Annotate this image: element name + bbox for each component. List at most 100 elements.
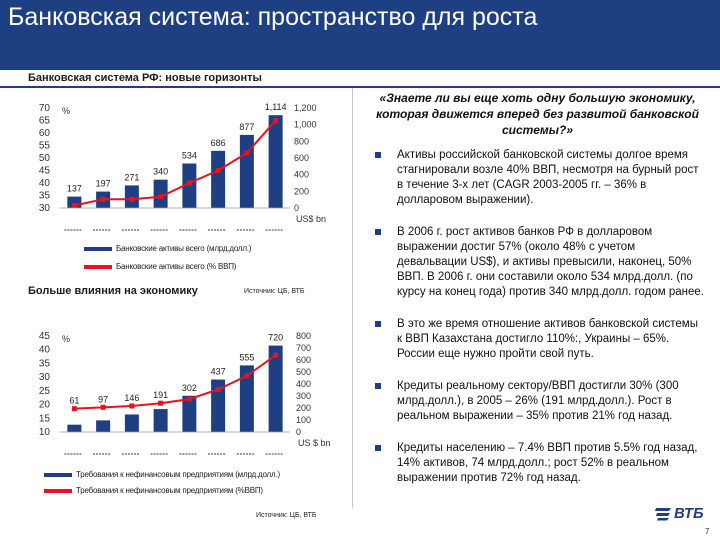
bullet-text: Кредиты реальному сектору/ВВП достигли 3… bbox=[397, 380, 679, 422]
chart-bar bbox=[211, 379, 226, 432]
data-label: 197 bbox=[96, 179, 111, 189]
chart-bar bbox=[124, 414, 139, 432]
chart-bar bbox=[182, 395, 197, 432]
right-axis-tick: 800 bbox=[294, 136, 309, 146]
right-axis-tick: 700 bbox=[296, 343, 311, 353]
data-label: 534 bbox=[182, 151, 197, 161]
left-axis-tick: 55 bbox=[39, 141, 51, 152]
right-axis-tick: 400 bbox=[296, 379, 311, 389]
chart-bar bbox=[211, 150, 226, 208]
chart-line-point bbox=[273, 352, 279, 358]
data-label: 720 bbox=[268, 333, 283, 343]
chart-line bbox=[74, 119, 277, 207]
left-axis-tick: 70 bbox=[39, 103, 51, 114]
left-axis-label: % bbox=[62, 106, 70, 116]
legend-label-bar-assets: Банковские активы всего (млрд.долл.) bbox=[116, 244, 252, 253]
left-axis-tick: 30 bbox=[39, 203, 51, 214]
bullet-marker bbox=[375, 445, 381, 451]
quote: «Знаете ли вы еще хоть одну большую экон… bbox=[376, 91, 699, 137]
left-axis-tick: 15 bbox=[39, 413, 51, 424]
header-divider bbox=[0, 86, 720, 88]
chart-line-point bbox=[158, 194, 164, 200]
data-label: 97 bbox=[98, 394, 108, 404]
chart-bar bbox=[268, 115, 283, 208]
data-label: 61 bbox=[69, 396, 79, 406]
legend-swatch-line-assets bbox=[84, 265, 112, 269]
left-axis-tick: 25 bbox=[39, 386, 51, 397]
chart-bar bbox=[239, 134, 254, 208]
data-label: 146 bbox=[124, 393, 139, 403]
legend-label-line-claims: Требования к нефинансовым предприятиям (… bbox=[76, 486, 263, 495]
data-label: 302 bbox=[182, 383, 197, 393]
bullet-marker bbox=[375, 321, 381, 327]
right-axis-tick: 300 bbox=[296, 391, 311, 401]
chart-line-point bbox=[215, 168, 221, 173]
left-axis-tick: 10 bbox=[39, 427, 51, 438]
bullet-list: Активы российской банковской системы дол… bbox=[375, 148, 705, 503]
chart1-source: Источник: ЦБ, ВТБ bbox=[244, 288, 305, 295]
page-subtitle: Банковская система РФ: новые горизонты bbox=[28, 72, 262, 84]
right-axis-tick: 100 bbox=[296, 415, 311, 425]
data-label: 437 bbox=[211, 367, 226, 377]
page-number: 7 bbox=[705, 527, 710, 536]
chart2-source: Источник: ЦБ, ВТБ bbox=[256, 512, 317, 519]
bullet-text: Кредиты населению – 7.4% ВВП против 5.5%… bbox=[397, 442, 698, 484]
left-axis-tick: 35 bbox=[39, 358, 51, 369]
left-axis-tick: 65 bbox=[39, 116, 51, 127]
right-axis-tick: 0 bbox=[294, 203, 299, 213]
chart-line-point bbox=[100, 404, 106, 410]
legend-swatch-bar-claims bbox=[44, 473, 72, 477]
right-axis-tick: 800 bbox=[296, 331, 311, 341]
chart-line-point bbox=[100, 196, 106, 202]
chart-line-point bbox=[273, 118, 279, 123]
right-axis-tick: 1,200 bbox=[294, 103, 317, 113]
page-title: Банковская система: пространство для рос… bbox=[8, 3, 538, 31]
bullet-text: В это же время отношение активов банковс… bbox=[397, 318, 698, 360]
data-label: 191 bbox=[153, 390, 168, 400]
data-label: 340 bbox=[153, 167, 168, 177]
bullet-marker bbox=[375, 229, 381, 235]
right-axis-tick: 400 bbox=[294, 170, 309, 180]
right-axis-tick: 200 bbox=[294, 186, 309, 196]
bullet-item: Кредиты реальному сектору/ВВП достигли 3… bbox=[375, 379, 705, 424]
data-label: 1,114 bbox=[265, 102, 287, 112]
left-axis-tick: 40 bbox=[39, 178, 51, 189]
column-divider bbox=[352, 88, 353, 508]
chart-line-point bbox=[186, 180, 192, 186]
bullet-text: Активы российской банковской системы дол… bbox=[397, 149, 699, 206]
right-axis-tick: 0 bbox=[296, 427, 301, 437]
chart-bar bbox=[268, 345, 283, 432]
vtb-logo-text: ВТБ bbox=[674, 505, 704, 522]
chart-bar bbox=[153, 409, 168, 432]
left-axis-tick: 45 bbox=[39, 331, 51, 342]
bullet-item: Активы российской банковской системы дол… bbox=[375, 148, 705, 208]
vtb-logo-icon bbox=[655, 508, 671, 521]
left-axis-tick: 30 bbox=[39, 372, 51, 383]
bullet-item: В это же время отношение активов банковс… bbox=[375, 317, 705, 362]
chart-bar bbox=[239, 365, 254, 432]
chart-line-point bbox=[71, 406, 77, 412]
bullet-item: Кредиты населению – 7.4% ВВП против 5.5%… bbox=[375, 441, 705, 486]
data-label: 271 bbox=[124, 172, 139, 182]
right-axis-tick: 600 bbox=[294, 153, 309, 163]
title-bar bbox=[0, 0, 720, 70]
legend-swatch-line-claims bbox=[44, 489, 72, 493]
left-axis-tick: 50 bbox=[39, 153, 51, 164]
right-axis-tick: 600 bbox=[296, 355, 311, 365]
chart-line-point bbox=[129, 403, 135, 409]
bullet-item: В 2006 г. рост активов банков РФ в долла… bbox=[375, 225, 705, 300]
left-axis-tick: 40 bbox=[39, 345, 51, 356]
right-axis-label: US $ bn bbox=[298, 438, 331, 448]
chart-line-point bbox=[158, 400, 164, 406]
legend-swatch-bar-assets bbox=[84, 247, 112, 251]
chart-bar bbox=[182, 163, 197, 208]
data-label: 877 bbox=[239, 122, 254, 132]
chart-line-point bbox=[244, 373, 250, 379]
bullet-marker bbox=[375, 383, 381, 389]
data-label: 686 bbox=[211, 138, 226, 148]
right-axis-tick: 1,000 bbox=[294, 120, 317, 130]
right-axis-tick: 200 bbox=[296, 403, 311, 413]
chart-line-point bbox=[186, 396, 192, 402]
chart-economy-influence: 45 40 35 30 25 20 15 10% 800 700 600 500 400 300 200 10… bbox=[39, 331, 331, 455]
